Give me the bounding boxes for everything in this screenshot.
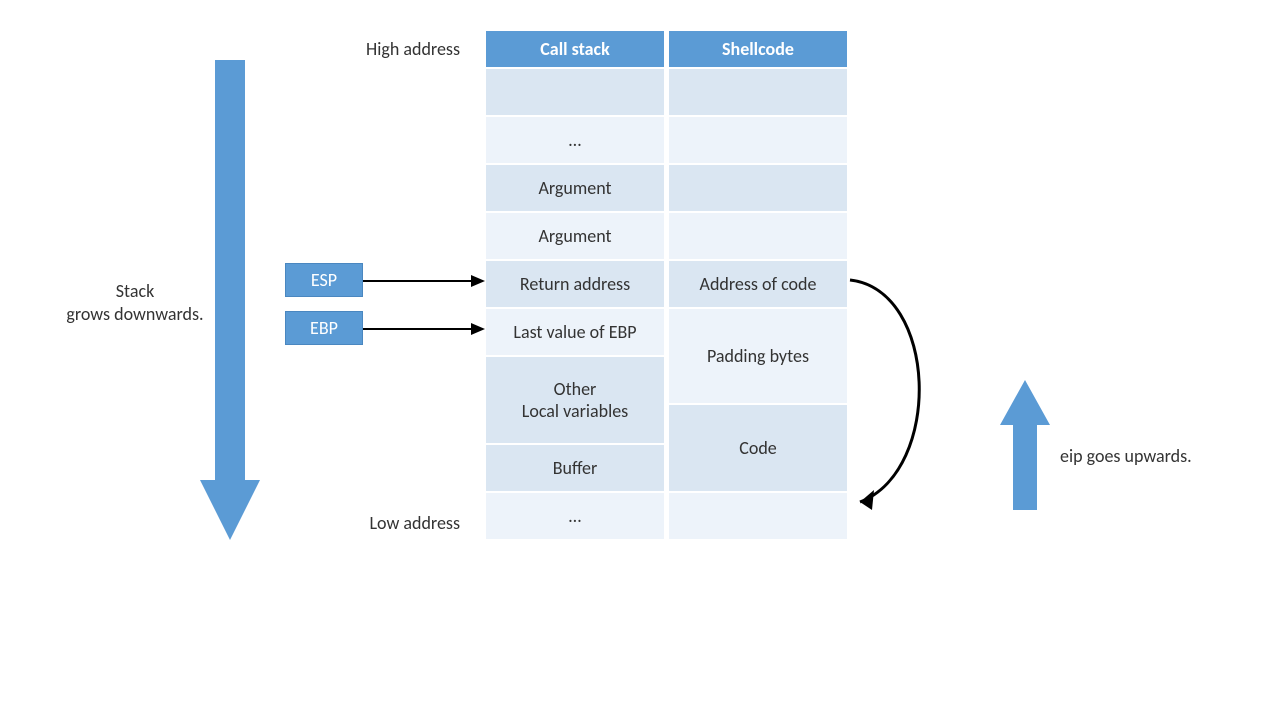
- esp-arrow-icon: [363, 272, 485, 290]
- shellcode-row-padding: Padding bytes: [668, 308, 848, 404]
- shellcode-row: [668, 68, 848, 116]
- code-jump-arrow-icon: [848, 270, 968, 520]
- call-stack-row-buffer: Buffer: [485, 444, 665, 492]
- call-stack-header: Call stack: [485, 30, 665, 68]
- shellcode-row-code: Code: [668, 404, 848, 492]
- call-stack-row-return: Return address: [485, 260, 665, 308]
- shellcode-row: [668, 116, 848, 164]
- call-stack-row: …: [485, 492, 665, 540]
- call-stack-row-locals: Other Local variables: [485, 356, 665, 444]
- call-stack-column: Call stack … Argument Argument Return ad…: [485, 30, 665, 540]
- eip-up-arrow-icon: [1000, 380, 1050, 510]
- shellcode-row-address: Address of code: [668, 260, 848, 308]
- call-stack-row: …: [485, 116, 665, 164]
- shellcode-row: [668, 164, 848, 212]
- high-address-label: High address: [310, 38, 460, 61]
- shellcode-header: Shellcode: [668, 30, 848, 68]
- shellcode-row: [668, 492, 848, 540]
- low-address-label: Low address: [310, 512, 460, 535]
- stack-down-arrow-icon: [200, 60, 260, 540]
- call-stack-row: Argument: [485, 164, 665, 212]
- ebp-register-chip: EBP: [285, 311, 363, 345]
- call-stack-row: [485, 68, 665, 116]
- call-stack-row: Argument: [485, 212, 665, 260]
- call-stack-row-ebp: Last value of EBP: [485, 308, 665, 356]
- shellcode-column: Shellcode Address of code Padding bytes …: [668, 30, 848, 540]
- eip-up-label: eip goes upwards.: [1060, 445, 1240, 468]
- shellcode-row: [668, 212, 848, 260]
- esp-register-chip: ESP: [285, 263, 363, 297]
- ebp-arrow-icon: [363, 320, 485, 338]
